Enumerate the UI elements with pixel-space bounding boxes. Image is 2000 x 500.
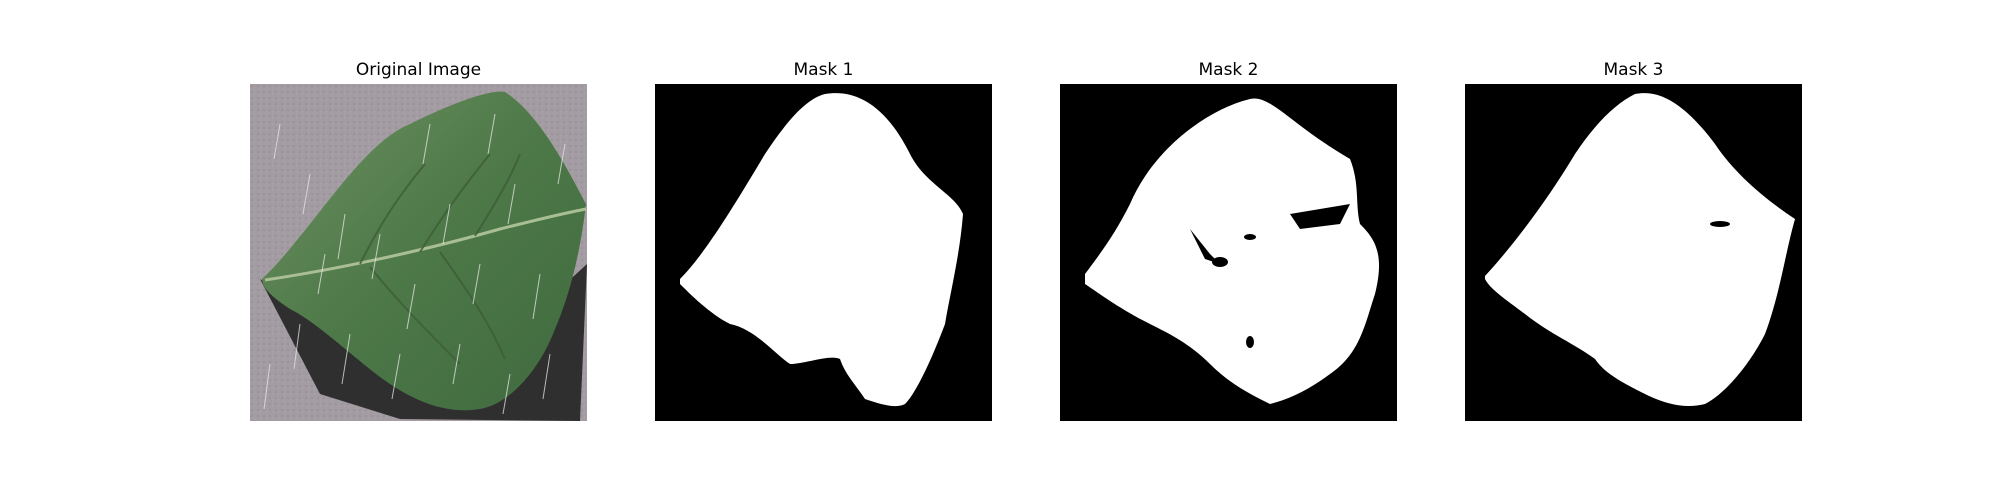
mask-3-image [1465, 84, 1802, 421]
mask-2-image [1060, 84, 1397, 421]
original-leaf-image [250, 84, 587, 421]
mask-1-image [655, 84, 992, 421]
panel-title: Mask 1 [793, 60, 854, 80]
panel-title: Original Image [355, 60, 482, 80]
panel-title: Mask 3 [1603, 60, 1664, 80]
panel-title: Mask 2 [1198, 60, 1259, 80]
